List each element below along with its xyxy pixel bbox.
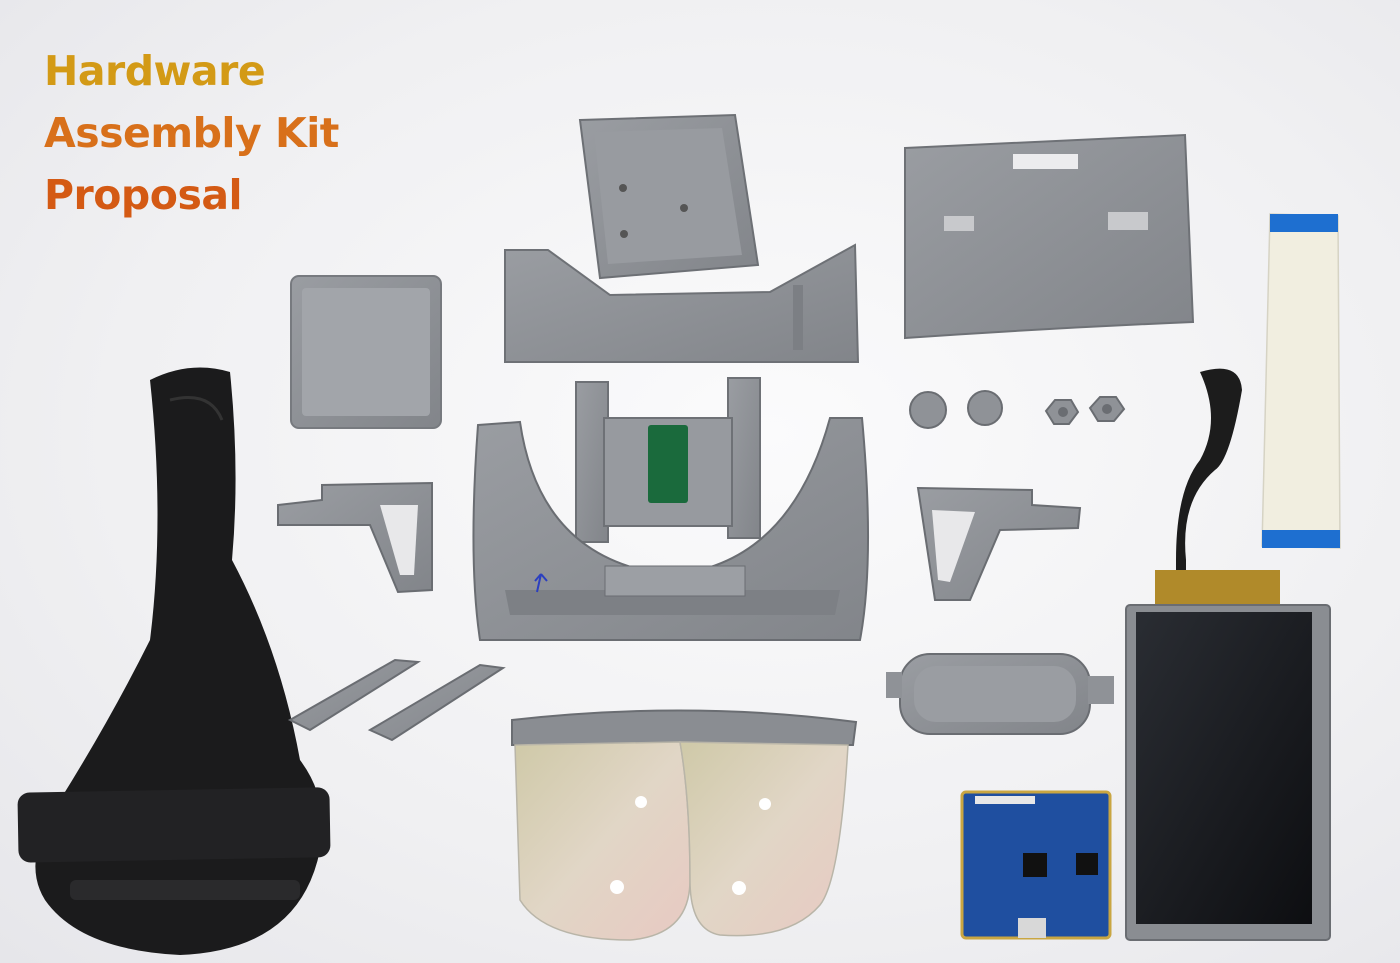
rail-left-1 xyxy=(287,658,422,732)
title-line-2: Assembly Kit xyxy=(44,109,339,157)
side-bracket-left xyxy=(277,481,433,594)
visor-lens xyxy=(511,709,858,941)
side-bracket-right xyxy=(916,486,1082,601)
flex-cable xyxy=(1261,213,1341,549)
head-strap xyxy=(17,367,331,955)
battery-tray xyxy=(886,653,1114,735)
square-case-top xyxy=(578,113,760,280)
title-line-3: Proposal xyxy=(44,171,243,219)
title-line-1: Hardware xyxy=(44,47,266,95)
rail-left-2 xyxy=(367,663,506,742)
knobs-and-nuts xyxy=(909,390,1126,429)
title-block: Hardware Assembly Kit Proposal xyxy=(44,40,339,226)
mounting-plate xyxy=(504,243,860,363)
headset-main-frame xyxy=(472,417,870,641)
pcb-mount xyxy=(575,377,761,543)
visor-shade xyxy=(904,133,1195,340)
driver-board xyxy=(960,790,1112,940)
square-case-lid xyxy=(290,275,442,429)
display-panel xyxy=(1125,368,1331,941)
